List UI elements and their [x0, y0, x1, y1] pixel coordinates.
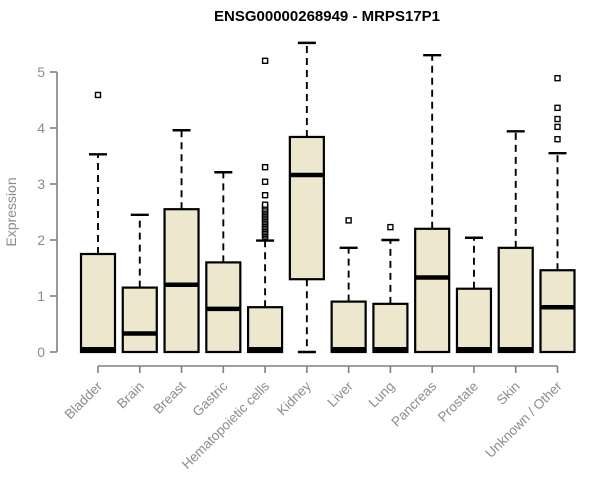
outlier-point	[345, 217, 352, 224]
outlier-point	[94, 91, 102, 99]
outlier-point	[261, 57, 269, 64]
y-tick-label: 0	[37, 344, 45, 360]
iqr-box	[288, 135, 325, 281]
iqr-box	[79, 252, 117, 354]
iqr-box	[121, 286, 158, 354]
boxplot-lung	[372, 223, 409, 354]
iqr-box	[539, 269, 576, 354]
y-tick-label: 4	[37, 120, 45, 136]
x-category-label-breast: Breast	[150, 378, 188, 416]
outlier-point	[554, 74, 561, 82]
x-category-label-lung: Lung	[366, 379, 398, 411]
x-category-label-prostate: Prostate	[435, 379, 481, 425]
outlier-point	[387, 223, 394, 231]
iqr-box	[497, 246, 534, 354]
boxplot-hematopoietic-cells	[246, 57, 284, 354]
outlier-point	[261, 163, 269, 171]
boxplot-gastric	[205, 171, 242, 354]
outlier-point	[554, 123, 561, 131]
x-category-label-bladder: Bladder	[62, 378, 106, 422]
chart-title: ENSG00000268949 - MRPS17P1	[214, 8, 440, 25]
boxplot-skin	[497, 130, 534, 354]
x-category-label-unknown-other: Unknown / Other	[482, 378, 565, 461]
iqr-box	[246, 306, 284, 354]
x-category-label-skin: Skin	[494, 379, 523, 408]
y-tick-label: 5	[37, 64, 45, 80]
y-axis: 0 1 2 3 4 5	[37, 64, 58, 360]
outlier-point	[554, 115, 561, 123]
y-axis-label: Expression	[3, 177, 19, 246]
y-tick-label: 3	[37, 176, 45, 192]
x-category-label-brain: Brain	[114, 379, 147, 412]
boxplot-kidney	[288, 41, 325, 354]
boxplot-breast	[163, 129, 200, 354]
boxplot-bladder	[79, 91, 117, 354]
iqr-box	[372, 302, 409, 354]
x-category-label-gastric: Gastric	[190, 378, 231, 419]
x-category-label-pancreas: Pancreas	[388, 378, 439, 429]
outlier-point	[261, 178, 269, 185]
boxplot-liver	[330, 217, 367, 354]
outlier-point	[261, 201, 269, 208]
iqr-box	[414, 227, 451, 354]
iqr-box	[163, 208, 200, 354]
boxplot-brain	[121, 213, 158, 354]
outlier-point	[261, 191, 269, 199]
x-category-label-kidney: Kidney	[274, 378, 314, 418]
y-tick-label: 2	[37, 232, 45, 248]
x-category-label-liver: Liver	[324, 378, 356, 410]
outlier-point	[554, 104, 561, 112]
boxplot-unknown-other	[539, 74, 576, 354]
plot-area: 0 1 2 3 4 5 Bladder Brain Breast GastricHematopoi…	[37, 41, 576, 472]
outlier-point	[554, 135, 561, 143]
iqr-box	[455, 287, 493, 354]
iqr-box	[330, 300, 367, 354]
y-tick-label: 1	[37, 288, 45, 304]
boxplot-prostate	[455, 236, 493, 354]
boxplot-pancreas	[414, 54, 451, 354]
